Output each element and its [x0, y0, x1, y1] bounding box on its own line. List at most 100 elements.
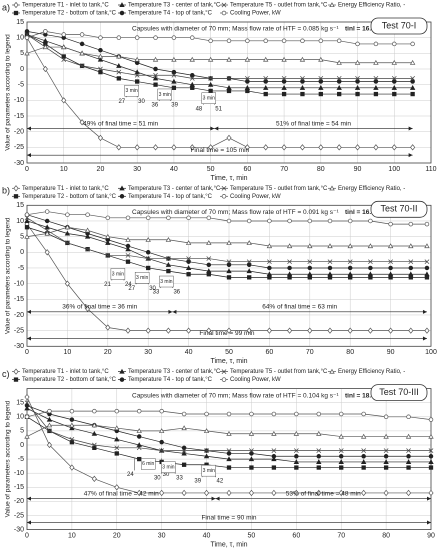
x-axis-label: Time, τ, min: [210, 175, 247, 182]
y-axis-label: Value of parameters according to legend: [5, 217, 12, 334]
y-tick-label: -15: [14, 296, 24, 303]
x-tick-label: 80: [346, 349, 354, 356]
data-point: [424, 271, 430, 277]
y-tick-label: 5: [20, 50, 24, 57]
legend-marker: [119, 368, 125, 374]
data-point: [327, 265, 333, 271]
data-point: [134, 35, 140, 40]
data-point: [424, 327, 430, 334]
data-point: [91, 475, 97, 482]
data-point: [391, 76, 397, 81]
data-point: [24, 225, 30, 230]
data-point: [263, 144, 269, 151]
data-point: [338, 411, 344, 417]
y-tick-label: -15: [14, 484, 24, 491]
data-point: [64, 224, 71, 230]
data-point: [354, 144, 361, 151]
phase-label: 53% of final time = 48 min: [286, 490, 361, 497]
data-point: [373, 76, 379, 81]
data-point: [145, 215, 151, 221]
data-point: [47, 428, 52, 434]
legend-marker: [329, 368, 335, 374]
final-label: Final time = 105 min: [190, 147, 249, 154]
data-point: [327, 327, 333, 334]
data-point: [271, 430, 277, 436]
data-point: [246, 240, 252, 245]
data-point: [79, 63, 85, 69]
data-point: [153, 82, 158, 87]
data-point: [189, 76, 195, 81]
data-point: [368, 265, 373, 271]
data-point: [406, 448, 411, 453]
data-point: [116, 76, 121, 81]
data-point: [318, 76, 324, 81]
data-point: [405, 459, 412, 464]
data-point: [347, 259, 353, 265]
legend-label: Temperature T5 - outlet from tank,°C: [230, 3, 328, 9]
data-point: [336, 59, 342, 65]
data-point: [226, 448, 232, 453]
data-point: [189, 144, 195, 151]
data-point: [338, 459, 344, 464]
data-point: [355, 76, 360, 81]
data-point: [69, 425, 75, 431]
y-tick-label: 0: [20, 249, 24, 256]
data-point: [98, 47, 103, 53]
data-point: [316, 454, 322, 459]
data-point: [354, 59, 361, 65]
legend-marker: [119, 377, 125, 382]
data-point: [136, 489, 142, 497]
legend-label: Cooling Power, kW: [230, 194, 281, 200]
data-point: [61, 54, 66, 59]
data-point: [368, 259, 373, 265]
data-point: [64, 230, 71, 236]
data-point: [318, 91, 323, 97]
data-point: [373, 59, 379, 65]
data-point: [189, 81, 195, 87]
data-point: [181, 411, 187, 417]
data-point: [61, 44, 67, 50]
data-point: [287, 259, 292, 265]
x-tick-label: 20: [104, 349, 112, 356]
x-tick-label: 90: [427, 532, 435, 539]
data-point: [361, 448, 367, 453]
data-point: [69, 408, 75, 414]
data-point: [266, 243, 273, 249]
data-point: [408, 265, 414, 271]
data-point: [424, 259, 430, 265]
data-point: [361, 411, 366, 417]
data-point: [206, 215, 212, 221]
arrow-head: [427, 496, 431, 501]
data-point: [145, 327, 151, 334]
legend-label: Temperature T3 - center of tank,°C: [128, 3, 221, 9]
data-point: [338, 433, 344, 439]
data-point: [263, 76, 269, 81]
data-point: [383, 448, 389, 453]
data-point: [46, 416, 53, 422]
interval-label: 6 min: [142, 461, 154, 467]
data-point: [204, 489, 210, 497]
data-point: [69, 440, 75, 445]
data-point: [327, 271, 333, 277]
data-point: [373, 84, 379, 90]
data-point: [125, 246, 131, 252]
data-point: [409, 59, 416, 65]
data-point: [287, 265, 292, 271]
data-point: [165, 327, 171, 334]
data-point: [428, 433, 434, 439]
data-point: [318, 56, 324, 62]
data-point: [327, 218, 333, 224]
data-point: [286, 243, 293, 249]
data-point: [61, 57, 67, 62]
legend-marker: [13, 368, 19, 375]
arrow-head: [27, 153, 31, 158]
legend-label: Temperature T3 - center of tank,°C: [128, 369, 221, 375]
interval-start: 24: [127, 472, 134, 478]
x-tick-label: 20: [113, 532, 121, 539]
y-tick-label: 10: [16, 414, 24, 421]
interval-box: [201, 92, 217, 104]
data-point: [206, 240, 212, 245]
test-label: Test 70-III: [379, 387, 419, 397]
interval-end: 42: [217, 479, 224, 485]
